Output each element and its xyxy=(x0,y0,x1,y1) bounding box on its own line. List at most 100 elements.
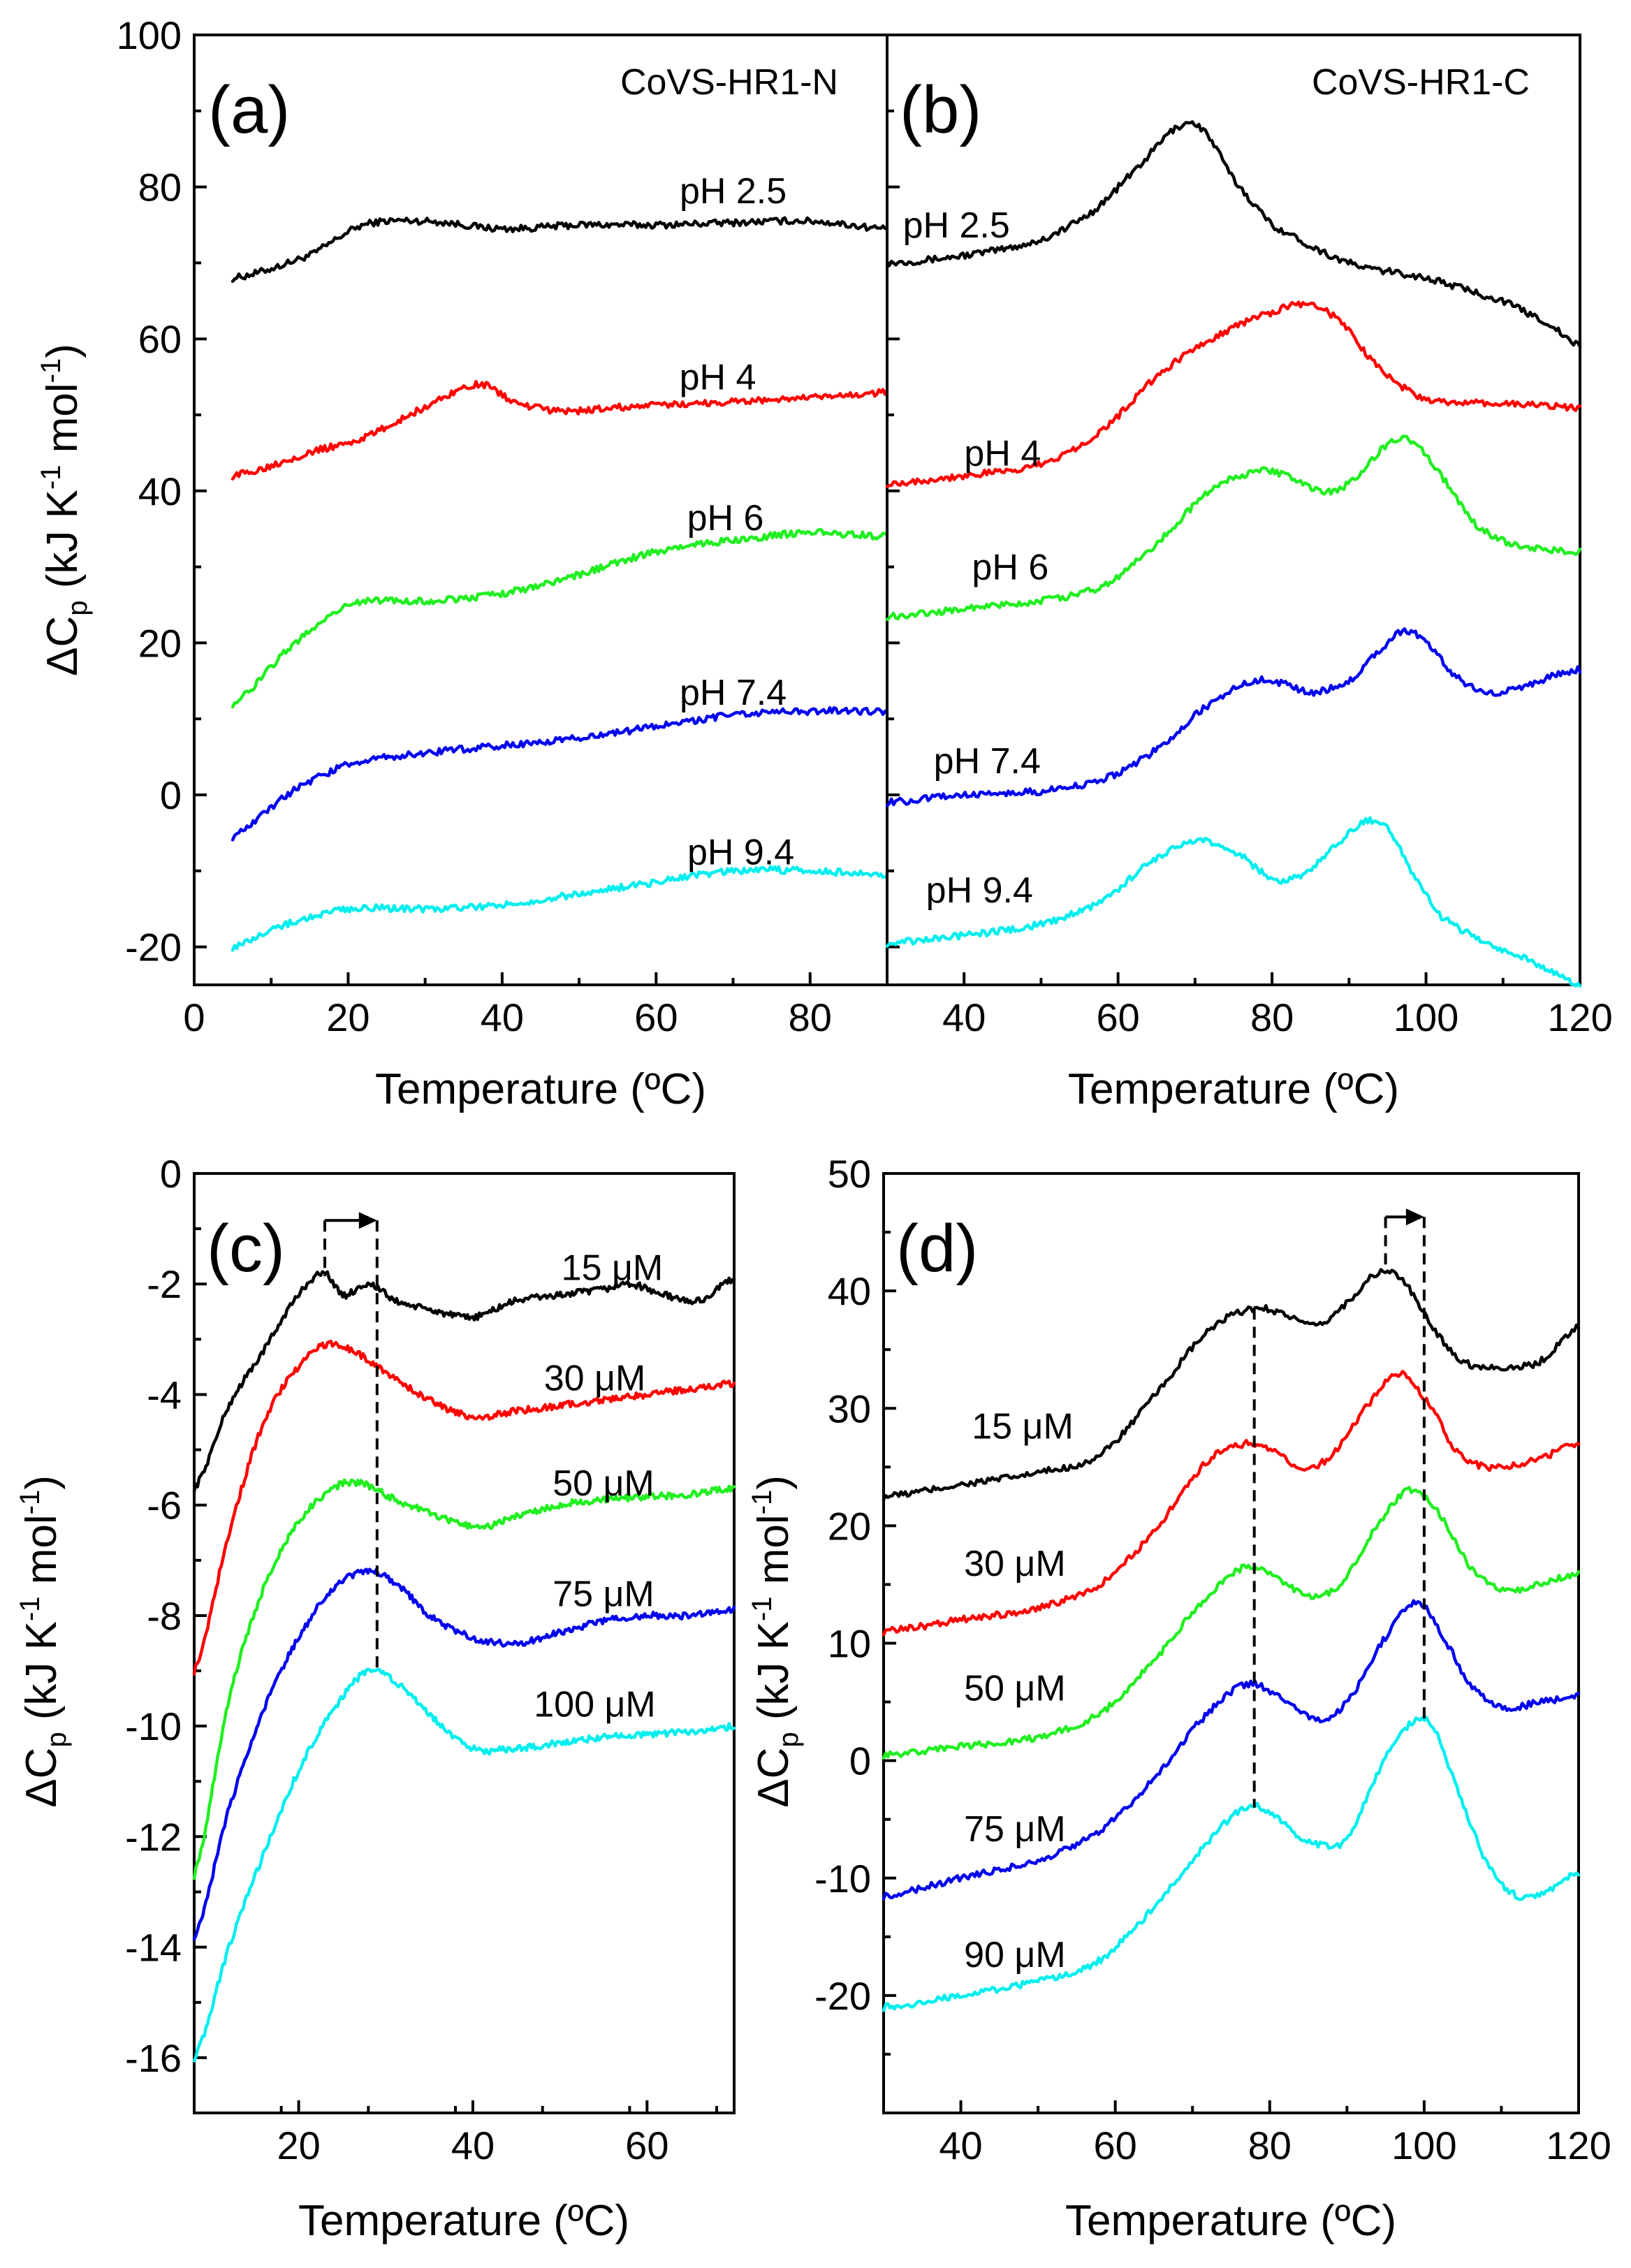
series-line-100-m xyxy=(192,1667,736,2063)
series-line-ph-6 xyxy=(885,434,1582,622)
series-line-50-m xyxy=(882,1486,1581,1760)
y-tick-label: -14 xyxy=(125,1926,182,1970)
series-label: 15 μM xyxy=(562,1248,664,1289)
y-tick-label: 40 xyxy=(828,1269,871,1313)
x-tick-label: 120 xyxy=(1547,995,1612,1039)
panel-a-title: CoVS-HR1-N xyxy=(620,62,838,103)
series-label: 30 μM xyxy=(544,1359,646,1399)
series-line-ph-9-4 xyxy=(885,816,1582,988)
y-tick-label: 100 xyxy=(117,13,182,57)
series-line-75-m xyxy=(882,1599,1581,1901)
panel-b-curves xyxy=(885,120,1582,988)
y-tick-label: -10 xyxy=(125,1704,182,1748)
y-tick-label: -8 xyxy=(147,1594,182,1638)
panel-c-x-axis-title: Temperature (ºC) xyxy=(298,2197,629,2245)
y-tick-label: -2 xyxy=(147,1262,182,1306)
x-tick-label: 40 xyxy=(481,995,524,1039)
series-line-ph-6 xyxy=(231,527,889,709)
panel-b-ticks: 40 60 80 100 120 xyxy=(886,34,1613,1039)
panel-a-curves xyxy=(231,216,889,952)
series-label: pH 4 xyxy=(964,433,1041,474)
panel-c-markers xyxy=(323,1212,379,1671)
x-tick-label: 80 xyxy=(1250,995,1294,1039)
x-tick-label: 40 xyxy=(939,2123,982,2167)
y-tick-label: -4 xyxy=(147,1373,182,1417)
series-line-ph-2-5 xyxy=(231,216,889,284)
panel-b-curve-labels: pH 2.5 pH 4 pH 6 pH 7.4 pH 9.4 xyxy=(903,205,1049,911)
x-tick-label: 60 xyxy=(634,995,678,1039)
series-label: pH 9.4 xyxy=(926,870,1033,911)
panel-d-x-axis-title: Temperature (ºC) xyxy=(1065,2197,1396,2245)
series-label: pH 2.5 xyxy=(680,171,787,212)
panel-c-letter: (c) xyxy=(207,1211,285,1286)
panel-c-y-axis-title: ΔCp (kJ K-1 mol-1) xyxy=(15,1475,72,1808)
series-line-30-m xyxy=(882,1370,1581,1637)
series-line-ph-2-5 xyxy=(885,120,1582,349)
series-line-15-m xyxy=(192,1270,736,1493)
panel-c-curves xyxy=(192,1270,736,2063)
series-line-30-m xyxy=(192,1339,736,1676)
series-line-ph-9-4 xyxy=(231,865,889,952)
y-tick-label: 30 xyxy=(828,1387,871,1431)
series-label: pH 7.4 xyxy=(680,673,787,713)
x-tick-label: 80 xyxy=(1248,2123,1292,2167)
x-tick-label: 100 xyxy=(1391,2123,1456,2167)
series-label: 15 μM xyxy=(972,1406,1074,1447)
panel-d-curves xyxy=(882,1268,1581,2012)
y-tick-label: -20 xyxy=(814,1974,871,2018)
y-tick-label: 20 xyxy=(138,621,182,665)
series-label: 30 μM xyxy=(964,1544,1066,1584)
series-label: pH 4 xyxy=(680,358,756,398)
y-tick-label: 80 xyxy=(138,166,182,210)
series-line-15-m xyxy=(882,1268,1581,1502)
panel-a-letter: (a) xyxy=(208,73,290,147)
x-tick-label: 40 xyxy=(942,995,986,1039)
series-line-90-m xyxy=(882,1715,1581,2012)
series-label: pH 6 xyxy=(972,548,1048,588)
y-tick-label: 40 xyxy=(138,469,182,513)
panel-d-ticks: 40 60 80 100 120 -20 -10 0 10 20 30 40 50 xyxy=(814,1152,1611,2167)
series-label: pH 7.4 xyxy=(934,741,1041,782)
series-label: 50 μM xyxy=(553,1463,654,1504)
x-tick-label: 20 xyxy=(326,995,370,1039)
x-tick-label: 100 xyxy=(1394,995,1458,1039)
y-tick-label: 0 xyxy=(160,773,182,817)
series-line-ph-4 xyxy=(231,379,889,481)
y-tick-label: 0 xyxy=(849,1739,871,1783)
panel-c-ticks: 20 40 60 -16 -14 -12 -10 -8 -6 -4 -2 0 xyxy=(125,1152,719,2167)
series-label: 100 μM xyxy=(534,1685,655,1725)
series-label: pH 9.4 xyxy=(687,833,794,873)
series-label: 75 μM xyxy=(553,1574,654,1614)
panel-d-curve-labels: 15 μM 30 μM 50 μM 75 μM 90 μM xyxy=(964,1406,1074,1975)
panel-d-markers xyxy=(1252,1208,1426,1808)
panel-c-frame xyxy=(193,1172,736,2114)
panel-d-y-axis-title: ΔCp (kJ K-1 mol-1) xyxy=(747,1475,804,1808)
series-label: pH 2.5 xyxy=(903,205,1010,246)
y-tick-label: -10 xyxy=(814,1857,871,1901)
y-tick-label: -20 xyxy=(125,926,182,970)
shift-arrow-head-icon xyxy=(1405,1208,1424,1226)
series-line-ph-4 xyxy=(885,300,1582,488)
panel-a-x-axis-title: Temperature (ºC) xyxy=(375,1065,706,1113)
x-tick-label: 60 xyxy=(1097,995,1140,1039)
x-tick-label: 80 xyxy=(789,995,832,1039)
panel-b-title: CoVS-HR1-C xyxy=(1312,62,1530,103)
panel-b-letter: (b) xyxy=(900,73,981,147)
series-label: pH 6 xyxy=(687,498,764,539)
y-tick-label: -12 xyxy=(125,1815,182,1859)
panel-b: 40 60 80 100 120 pH 2.5pH 4pH 6pH 7.4pH 9.4 … xyxy=(885,34,1613,1113)
panel-a-y-axis-title: ΔCp (kJ K-1 mol-1) xyxy=(36,344,93,676)
x-tick-label: 40 xyxy=(451,2123,495,2167)
panel-c-curve-labels: 15 μM 30 μM 50 μM 75 μM 100 μM xyxy=(534,1248,663,1725)
x-tick-label: 0 xyxy=(183,995,205,1039)
panel-a-curve-labels: pH 2.5 pH 4 pH 6 pH 7.4 pH 9.4 xyxy=(680,171,795,873)
panel-b-x-axis-title: Temperature (ºC) xyxy=(1068,1065,1399,1113)
y-tick-label: -6 xyxy=(147,1484,182,1528)
series-line-75-m xyxy=(192,1567,736,1941)
panel-b-frame xyxy=(886,34,1581,986)
x-tick-label: 60 xyxy=(625,2123,668,2167)
